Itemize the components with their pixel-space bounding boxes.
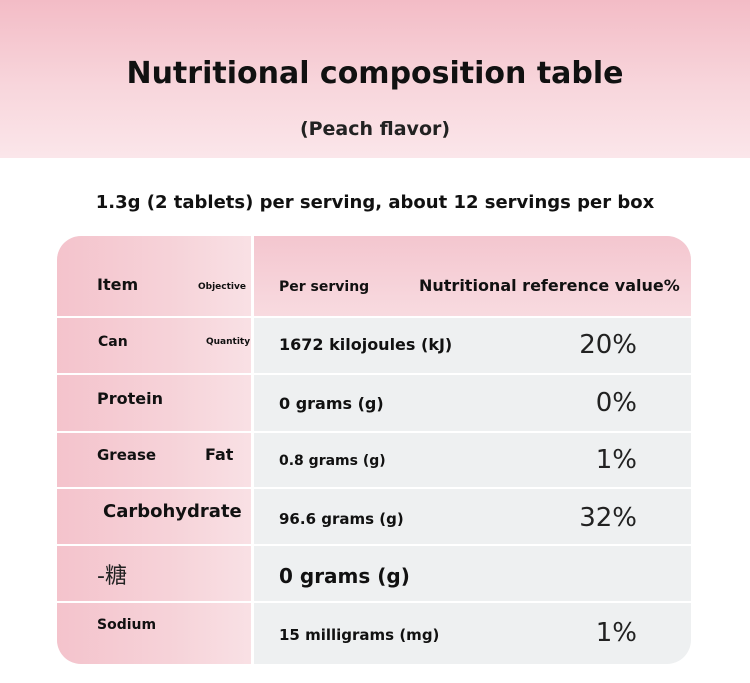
row-name: Protein <box>97 389 163 408</box>
item-column-background <box>57 236 253 664</box>
row-name: Sodium <box>97 617 157 633</box>
row-nrv: 0% <box>595 388 637 418</box>
row-divider <box>57 316 691 318</box>
header-row-background <box>253 236 691 317</box>
row-nrv: 32% <box>579 503 637 533</box>
row-divider <box>57 431 691 433</box>
row-nrv: 20% <box>579 330 637 360</box>
row-divider <box>57 601 691 603</box>
row-value: 0.8 grams (g) <box>279 453 386 469</box>
header-banner <box>0 0 750 158</box>
row-name: Carbohydrate <box>103 501 242 522</box>
row-name-extra: Quantity <box>206 337 251 347</box>
row-divider <box>57 487 691 489</box>
row-divider <box>57 544 691 546</box>
row-nrv: 1% <box>595 445 637 475</box>
row-name: -糖 <box>97 564 127 589</box>
column-header-item-small: Objective <box>198 282 246 292</box>
row-value: 15 milligrams (mg) <box>279 626 440 644</box>
row-value: 1672 kilojoules (kJ) <box>279 335 453 354</box>
serving-info: 1.3g (2 tablets) per serving, about 12 s… <box>95 192 655 213</box>
row-name: Grease <box>97 446 157 464</box>
row-nrv: 1% <box>595 618 637 648</box>
column-header-nrv: Nutritional reference value% <box>419 276 680 295</box>
nutrition-table: Item Objective Per serving Nutritional r… <box>57 236 691 664</box>
column-header-item: Item <box>97 275 139 294</box>
row-divider <box>57 373 691 375</box>
row-value: 0 grams (g) <box>279 394 384 413</box>
row-name: Can <box>98 334 128 350</box>
page-subtitle: (Peach flavor) <box>299 118 451 140</box>
row-value: 96.6 grams (g) <box>279 510 404 528</box>
page-title: Nutritional composition table <box>126 56 624 91</box>
row-value: 0 grams (g) <box>279 564 410 588</box>
column-divider <box>251 236 254 664</box>
row-name-extra: Fat <box>205 445 234 464</box>
column-header-per-serving: Per serving <box>279 279 370 295</box>
